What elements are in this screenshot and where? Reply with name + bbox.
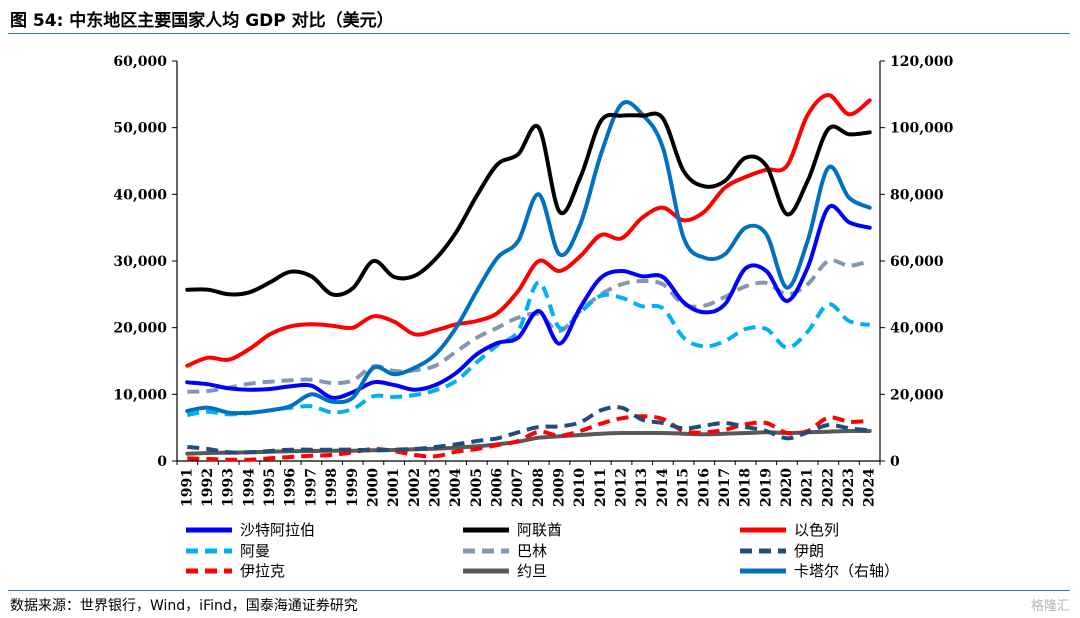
x-tick-label: 2013 (634, 468, 650, 507)
y-tick-left-label: 0 (157, 454, 167, 470)
x-tick-label: 2015 (676, 468, 692, 507)
x-tick-label: 2004 (448, 468, 464, 507)
legend-label-4: 阿曼 (240, 542, 270, 560)
x-tick-label: 2019 (758, 468, 774, 507)
x-tick-label: 1993 (221, 468, 237, 507)
x-tick-label: 2021 (800, 468, 816, 507)
legend-label-9: 卡塔尔（右轴） (794, 562, 899, 580)
series-line-6 (187, 405, 870, 455)
x-tick-label: 2011 (593, 468, 609, 507)
y-tick-left-label: 10,000 (113, 387, 167, 403)
x-tick-label: 2009 (552, 468, 568, 507)
y-tick-left-label: 20,000 (113, 321, 167, 337)
x-tick-label: 2008 (531, 468, 547, 507)
title-divider (8, 33, 1070, 34)
series-line-7 (187, 414, 870, 462)
legend-label-3: 以色列 (794, 521, 839, 539)
y-tick-right-label: 40,000 (890, 321, 944, 337)
x-tick-label: 2012 (614, 468, 630, 507)
x-tick-label: 1992 (200, 468, 216, 507)
x-tick-label: 2010 (572, 468, 588, 507)
y-tick-left-label: 30,000 (113, 254, 167, 270)
x-tick-label: 2005 (469, 468, 485, 507)
y-tick-left-label: 50,000 (113, 121, 167, 137)
x-tick-label: 1998 (324, 468, 340, 507)
x-tick-label: 2006 (489, 468, 505, 507)
chart-axes: 0 10,000 20,000 30,000 40,000 50,000 60,000 0 20… (113, 54, 953, 507)
x-tick-label: 1997 (303, 468, 319, 507)
x-tick-label: 2018 (738, 468, 754, 507)
x-tick-label: 2003 (427, 468, 443, 507)
legend-label-2: 阿联酋 (517, 521, 562, 539)
x-tick-label: 2007 (510, 468, 526, 507)
x-tick-label: 2002 (407, 468, 423, 507)
chart-series-lines (185, 92, 872, 462)
x-tick-label: 1999 (345, 468, 361, 507)
y-tick-right-label: 100,000 (890, 121, 954, 137)
series-line-2 (185, 111, 872, 297)
x-tick-label: 2024 (862, 468, 878, 507)
legend-label-6: 伊朗 (794, 542, 824, 560)
x-tick-label: 1995 (262, 468, 278, 507)
series-line-9 (185, 100, 872, 416)
x-tick-label: 2000 (365, 468, 381, 507)
y-tick-right-label: 80,000 (890, 187, 944, 203)
y-tick-right-label: 20,000 (890, 387, 944, 403)
y-tick-left-label: 40,000 (113, 187, 167, 203)
series-line-5 (187, 258, 871, 394)
series-line-4 (186, 280, 871, 417)
y-tick-right-label: 120,000 (890, 54, 954, 70)
watermark-logo: 格隆汇 (1030, 599, 1070, 614)
series-line-1 (185, 204, 872, 400)
figure-title: 图 54: 中东地区主要国家人均 GDP 对比（美元） (10, 11, 394, 31)
legend-label-7: 伊拉克 (240, 562, 285, 580)
x-tick-label: 2017 (717, 468, 733, 507)
x-tick-label: 2023 (841, 468, 857, 507)
source-note: 数据来源：世界银行，Wind，iFind，国泰海通证券研究 (10, 598, 358, 614)
y-tick-right-label: 60,000 (890, 254, 944, 270)
line-chart: 0 10,000 20,000 30,000 40,000 50,000 60,000 0 20… (113, 54, 953, 580)
x-tick-label: 2016 (696, 468, 712, 507)
y-tick-left-label: 60,000 (113, 54, 167, 70)
x-tick-label: 1994 (241, 468, 257, 507)
legend-label-8: 约旦 (517, 562, 547, 580)
x-tick-label: 2001 (386, 468, 402, 507)
x-tick-label: 2022 (820, 468, 836, 507)
x-tick-label: 2020 (779, 468, 795, 507)
series-line-3 (185, 92, 872, 368)
legend-label-5: 巴林 (517, 542, 547, 560)
x-tick-label: 2014 (655, 468, 671, 507)
x-tick-label: 1991 (179, 468, 195, 507)
x-tick-label: 1996 (283, 468, 299, 507)
y-tick-right-label: 0 (890, 454, 900, 470)
legend-label-1: 沙特阿拉伯 (240, 521, 315, 539)
source-divider (8, 590, 1070, 591)
